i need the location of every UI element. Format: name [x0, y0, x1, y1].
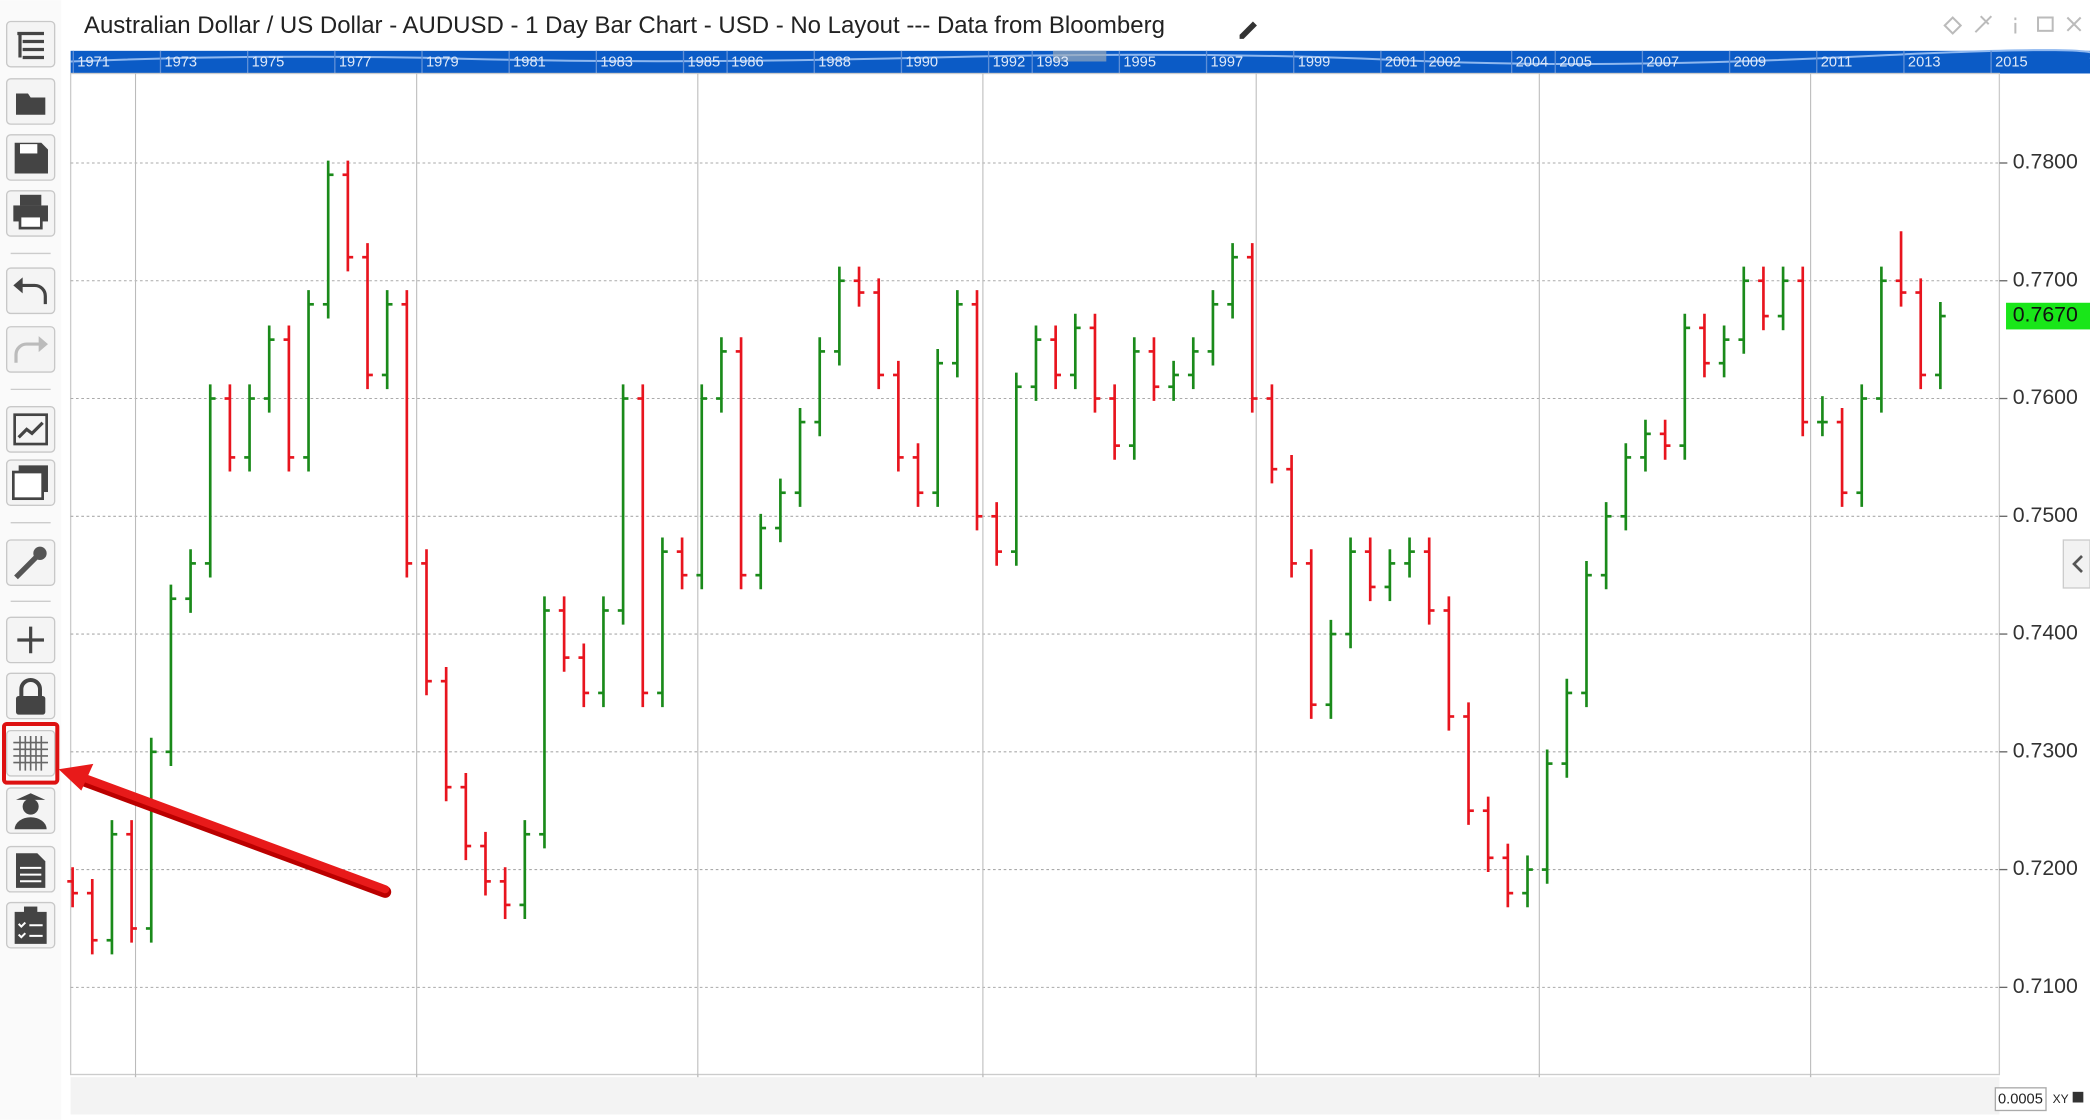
last-price-label: 0.7670 [2013, 303, 2078, 327]
save-button[interactable] [5, 134, 56, 181]
side-panel-arrow [2072, 555, 2083, 573]
navigator-years: 1971 1973 1975 1977 1979 1981 1983 1985 1986 1988… [72, 50, 2028, 74]
user-button[interactable] [5, 787, 56, 834]
navigator-year: 2002 [1428, 55, 1461, 71]
navigator-year: 1983 [600, 55, 633, 71]
navigator-year: 2009 [1734, 55, 1767, 71]
navigator-year: 1986 [731, 55, 764, 71]
x-axis-bar [70, 1077, 2000, 1115]
document-button[interactable] [5, 845, 56, 893]
navigator-year: 2001 [1385, 55, 1418, 71]
mode-label: XY [2053, 1092, 2069, 1106]
edit-title-icon[interactable] [1239, 21, 1257, 39]
y-tick-label: 0.7800 [2013, 150, 2078, 174]
y-tick-label: 0.7400 [2013, 621, 2078, 645]
navigator-year: 1979 [426, 55, 459, 71]
navigator-year: 1993 [1036, 55, 1069, 71]
pin-button[interactable] [1974, 15, 1993, 33]
chart-title: Australian Dollar / US Dollar - AUDUSD -… [84, 12, 1165, 39]
navigator-year: 1999 [1298, 55, 1331, 71]
undo-button[interactable] [5, 267, 56, 315]
navigator-handle[interactable] [1052, 50, 1107, 62]
toolbar-separator [10, 252, 51, 602]
increment-input[interactable] [1994, 1087, 2047, 1112]
y-tick-label: 0.7500 [2013, 503, 2078, 527]
toolbar [0, 0, 62, 1120]
close-button[interactable] [2066, 16, 2082, 32]
charts-button[interactable] [5, 459, 56, 507]
settings-button[interactable] [5, 539, 56, 586]
navigator-year: 1988 [818, 55, 851, 71]
navigator-year: 1997 [1211, 55, 1244, 71]
y-tick-label: 0.7100 [2013, 974, 2078, 998]
navigator-year: 1981 [513, 55, 546, 71]
side-panel-toggle[interactable] [2062, 539, 2090, 589]
add-button[interactable] [5, 616, 56, 664]
grid-button[interactable] [1, 721, 60, 785]
outline-button[interactable] [5, 20, 56, 68]
y-tick-label: 0.7700 [2013, 267, 2078, 291]
chart-button[interactable] [5, 406, 56, 453]
navigator-year: 2007 [1646, 55, 1679, 71]
navigator-year: 1992 [993, 55, 1026, 71]
price-bars [67, 160, 1946, 955]
y-tick-label: 0.7300 [2013, 738, 2078, 762]
diamond-button[interactable] [1943, 16, 1963, 35]
navigator-trace [70, 49, 2090, 66]
last-price-flag [2006, 302, 2090, 330]
navigator-year: 1977 [339, 55, 372, 71]
increment-value: 0.0005 [1998, 1092, 2043, 1108]
grid [70, 73, 2000, 1075]
navigator-year: 1975 [252, 55, 285, 71]
navigator-year: 2015 [1995, 55, 2028, 71]
lock-button[interactable] [5, 672, 56, 720]
annotation-arrow [58, 763, 392, 898]
navigator-year: 1995 [1123, 55, 1156, 71]
lock-icon [2072, 1091, 2084, 1103]
y-tick-label: 0.7600 [2013, 385, 2078, 409]
navigator-year: 1985 [688, 55, 721, 71]
plot-area [69, 72, 2001, 1076]
timeline-navigator[interactable] [70, 50, 2090, 74]
navigator-year: 2004 [1516, 55, 1549, 71]
window-controls [1943, 15, 2082, 35]
restore-button[interactable] [2037, 16, 2054, 32]
navigator-year: 2013 [1908, 55, 1941, 71]
navigator-year: 2005 [1559, 55, 1592, 71]
redo-button[interactable] [5, 326, 56, 373]
checklist-button[interactable] [5, 901, 56, 949]
navigator-year: 1990 [905, 55, 938, 71]
navigator-year: 1973 [164, 55, 197, 71]
navigator-year: 1971 [77, 55, 110, 71]
print-button[interactable] [5, 190, 56, 237]
y-tick-label: 0.7200 [2013, 856, 2078, 880]
navigator-year: 2011 [1821, 55, 1853, 71]
open-button[interactable] [5, 78, 56, 125]
